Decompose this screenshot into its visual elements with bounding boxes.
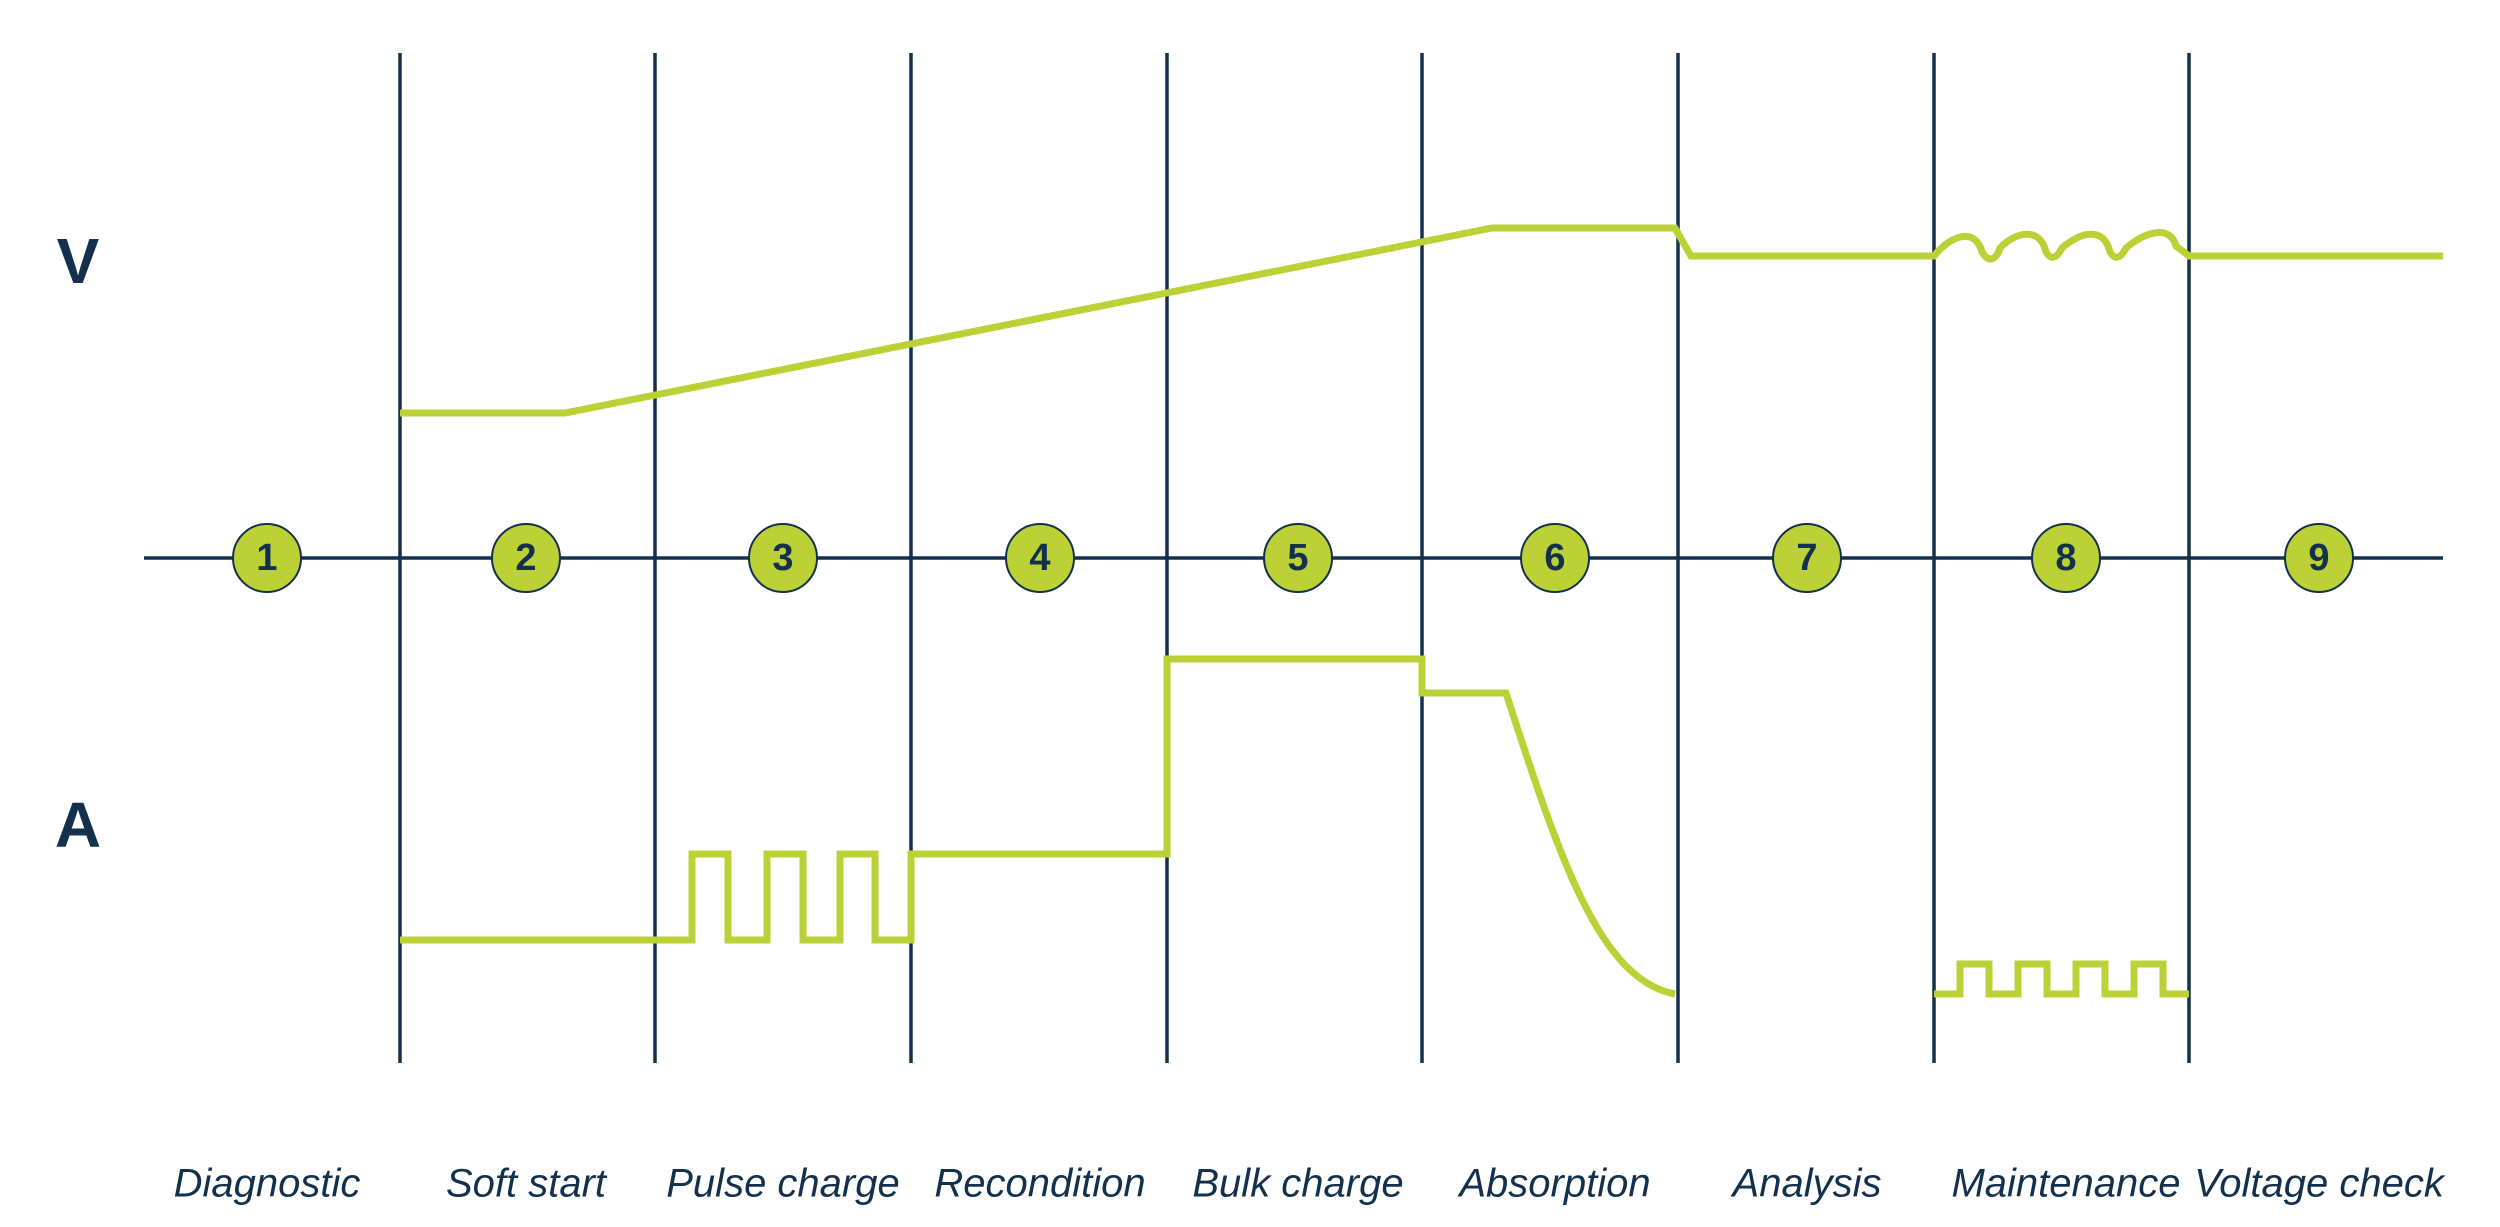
stage-number: 1: [256, 537, 277, 579]
stage-badge: [2031, 523, 2101, 593]
stage-number: 9: [2308, 537, 2329, 579]
stage-label: Maintenance: [1951, 1162, 2180, 1206]
voltage-curve: [400, 224, 2443, 417]
stage-label: Voltage check: [2194, 1162, 2446, 1206]
stage-number: 3: [772, 537, 793, 579]
stage-badge: [1520, 523, 1590, 593]
stage-number: 4: [1029, 537, 1050, 579]
stage-label: Pulse charge: [666, 1162, 899, 1206]
current-label: A: [55, 789, 101, 861]
stage-label: Diagnostic: [174, 1162, 361, 1206]
stage-label: Analysis: [1731, 1162, 1882, 1206]
stage-number: 7: [1796, 537, 1817, 579]
stage-label: Soft start: [446, 1162, 608, 1206]
stage-label: Absorption: [1457, 1162, 1650, 1206]
voltage-label: V: [57, 225, 100, 297]
stage-badge: [748, 523, 818, 593]
stage-badge: [1005, 523, 1075, 593]
stage-badge: [1772, 523, 1842, 593]
stage-badge: [232, 523, 302, 593]
stage-number: 8: [2055, 537, 2076, 579]
stage-number: 6: [1544, 537, 1565, 579]
stage-number: 5: [1287, 537, 1308, 579]
stage-number: 2: [515, 537, 536, 579]
current-curve: [400, 655, 1676, 998]
stage-badge: [2284, 523, 2354, 593]
stage-label: Bulk charge: [1192, 1162, 1403, 1206]
stages: 1 Diagnostic 2 Soft start 3 Pulse charge 4 Reco…: [174, 523, 2446, 1206]
stage-badge: [491, 523, 561, 593]
maintenance-current-curve: [1934, 960, 2189, 998]
stage-label: Recondition: [934, 1162, 1145, 1206]
stage-badge: [1263, 523, 1333, 593]
